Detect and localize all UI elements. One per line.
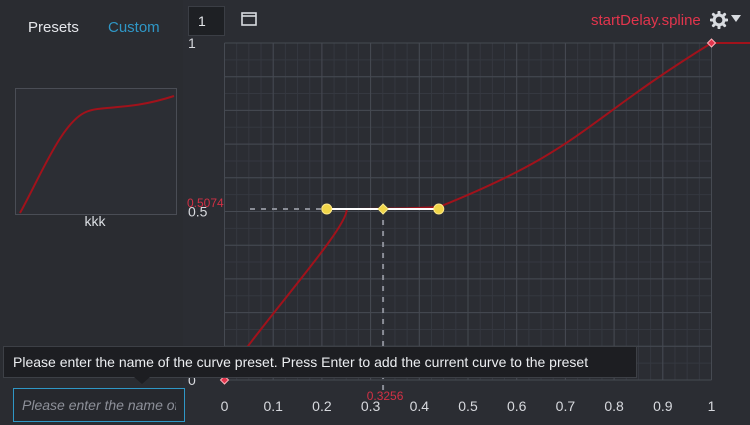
x-tick-label: 0.9 bbox=[653, 398, 673, 414]
gear-icon[interactable] bbox=[710, 11, 728, 29]
page-number-field[interactable]: 1 bbox=[188, 6, 225, 36]
y-tick-label: 0 bbox=[188, 372, 196, 388]
preset-name: kkk bbox=[84, 213, 106, 229]
keyframe-point[interactable] bbox=[706, 38, 717, 48]
y-tick-label: 0.5 bbox=[188, 204, 208, 220]
x-tick-label: 0 bbox=[221, 398, 229, 414]
tab-presets[interactable]: Presets bbox=[28, 19, 79, 36]
x-tick-label: 0.5 bbox=[458, 398, 478, 414]
y-tick-label: 1 bbox=[188, 35, 196, 51]
x-tick-label: 0.1 bbox=[263, 398, 283, 414]
keyframe-selected[interactable] bbox=[377, 203, 389, 215]
tooltip-arrow bbox=[134, 377, 150, 384]
x-tick-label: 0.6 bbox=[507, 398, 527, 414]
keyframe-point[interactable] bbox=[219, 375, 230, 385]
tangent-handle[interactable] bbox=[433, 203, 445, 215]
chevron-down-icon[interactable] bbox=[730, 14, 742, 24]
preset-thumbnail[interactable] bbox=[15, 88, 177, 215]
preset-name-input[interactable] bbox=[13, 388, 185, 422]
x-tick-label: 0.4 bbox=[410, 398, 430, 414]
preset-curve-preview bbox=[19, 95, 175, 214]
x-tick-label: 0.8 bbox=[604, 398, 624, 414]
window-icon[interactable] bbox=[241, 12, 257, 26]
x-tick-label: 0.2 bbox=[312, 398, 332, 414]
tangent-handle[interactable] bbox=[321, 203, 333, 215]
x-tick-label: 0.3 bbox=[361, 398, 381, 414]
selected-x-value: 0.3256 bbox=[367, 389, 404, 403]
x-tick-label: 1 bbox=[708, 398, 716, 414]
x-tick-label: 0.7 bbox=[556, 398, 576, 414]
tab-custom[interactable]: Custom bbox=[108, 19, 160, 36]
selected-y-value: 0.5074 bbox=[187, 196, 224, 210]
spline-file-name: startDelay.spline bbox=[591, 12, 701, 29]
preset-name-tooltip: Please enter the name of the curve prese… bbox=[3, 346, 637, 378]
